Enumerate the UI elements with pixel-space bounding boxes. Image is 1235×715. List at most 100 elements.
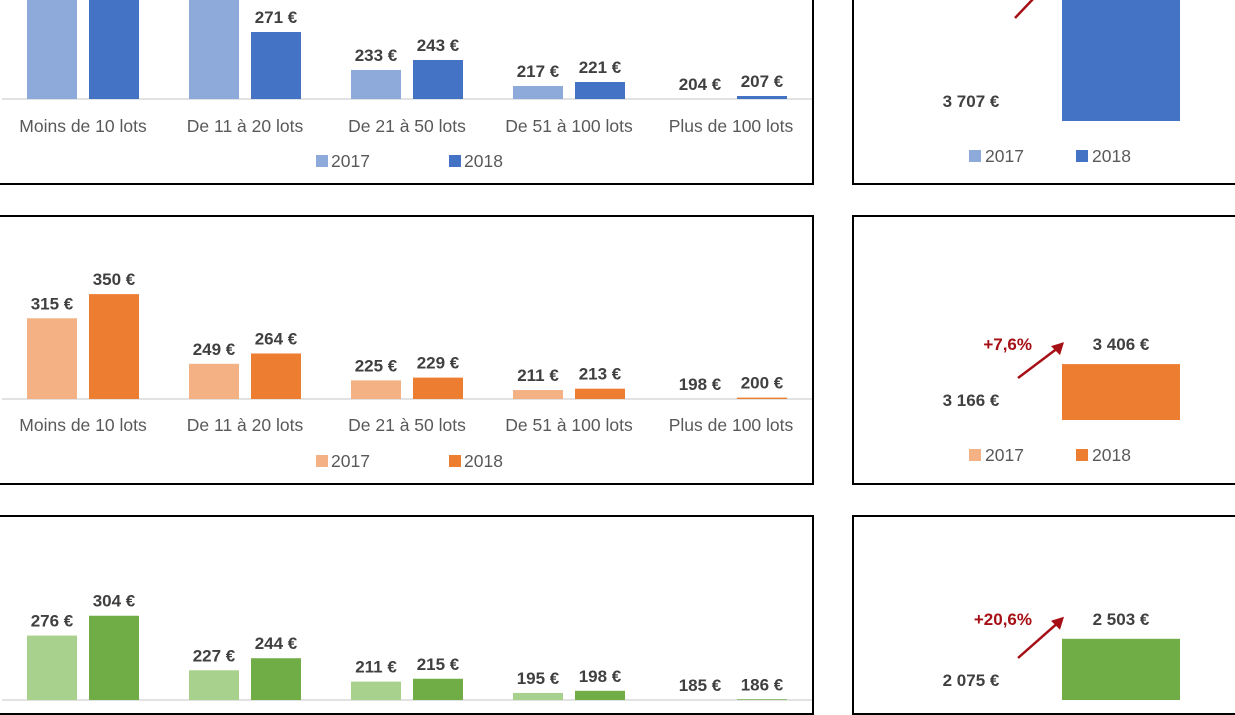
idf-total-change-arrow-icon [1017, 346, 1060, 379]
idf-category-label-2: De 21 à 50 lots [348, 415, 466, 435]
top-bar-2018-2 [413, 60, 463, 99]
idf-bar-2018-4 [737, 397, 787, 399]
bar-chart-idf-total: 3 166 € 3 406 € +7,6% 2017 2018 [943, 335, 1180, 465]
idf-data-label-2018-4: 200 € [741, 374, 784, 393]
lyon-total-change-arrow-icon [1017, 620, 1060, 659]
lyon-total-data-label-2018: 2 503 € [1093, 610, 1150, 629]
top-bar-2017-1 [189, 0, 239, 99]
top-legend-label-2017: 2017 [331, 151, 370, 171]
idf-bar-2018-0 [89, 294, 139, 399]
top-total-change-arrow-icon [1014, 0, 1034, 19]
lyon-bar-2018-4 [737, 699, 787, 700]
idf-legend-swatch-2018 [449, 455, 461, 467]
lyon-data-label-2018-4: 186 € [741, 675, 784, 694]
idf-bar-2017-2 [351, 380, 401, 399]
lyon-total-change-label: +20,6% [974, 610, 1032, 629]
top-legend-swatch-2017 [316, 155, 328, 167]
idf-bar-2017-0 [27, 318, 77, 399]
idf-legend-label-2018: 2018 [464, 451, 503, 471]
top-bar-2017-0 [27, 0, 77, 99]
lyon-bar-2018-0 [89, 615, 139, 700]
bar-chart-lyon-total: 2 075 € 2 503 € +20,6% [943, 610, 1180, 700]
lyon-data-label-2017-3: 195 € [517, 669, 560, 688]
top-total-legend-swatch-2018 [1076, 150, 1088, 162]
top-data-label-2018-2: 243 € [417, 36, 460, 55]
idf-data-label-2017-1: 249 € [193, 340, 236, 359]
top-bar-2018-4 [737, 96, 787, 99]
top-bar-2018-0 [89, 0, 139, 99]
top-legend-label-2018: 2018 [464, 151, 503, 171]
idf-bar-2017-1 [189, 363, 239, 399]
lyon-total-bar-2018 [1062, 638, 1180, 700]
idf-total-data-label-2017: 3 166 € [943, 391, 1000, 410]
idf-bar-2017-3 [513, 390, 563, 399]
top-data-label-2018-4: 207 € [741, 72, 784, 91]
idf-category-label-0: Moins de 10 lots [19, 415, 147, 435]
top-data-label-2017-3: 217 € [517, 62, 560, 81]
top-total-bar-2018 [1062, 0, 1180, 121]
top-data-label-2017-2: 233 € [355, 46, 398, 65]
idf-total-legend-label-2017: 2017 [985, 445, 1024, 465]
idf-data-label-2018-1: 264 € [255, 329, 298, 348]
idf-total-change-label: +7,6% [983, 335, 1032, 354]
idf-data-label-2017-4: 198 € [679, 375, 722, 394]
idf-category-label-4: Plus de 100 lots [669, 415, 794, 435]
lyon-bar-2018-1 [251, 658, 301, 700]
idf-category-label-3: De 51 à 100 lots [505, 415, 633, 435]
lyon-bar-2017-0 [27, 635, 77, 700]
chart-title-lyon: LYON [377, 521, 435, 544]
lyon-total-change-arrow-head-icon [1051, 616, 1064, 630]
chart-title-lyon-total: LYON [1016, 521, 1075, 544]
top-category-label-3: De 51 à 100 lots [505, 116, 633, 136]
top-bar-2017-2 [351, 70, 401, 99]
idf-bar-2018-1 [251, 353, 301, 399]
idf-legend-swatch-2017 [316, 455, 328, 467]
idf-total-legend-label-2018: 2018 [1092, 445, 1131, 465]
chart-title-idf-total: ILE-DE-FRANCE HORS PARIS [893, 221, 1198, 244]
top-category-label-0: Moins de 10 lots [19, 116, 147, 136]
bar-chart-top-right: 3 707 € 2017 2018 [943, 0, 1180, 166]
idf-total-data-label-2018: 3 406 € [1093, 335, 1150, 354]
lyon-data-label-2017-2: 211 € [355, 658, 397, 677]
top-data-label-2017-4: 204 € [679, 75, 722, 94]
idf-data-label-2018-0: 350 € [93, 270, 136, 289]
idf-legend-label-2017: 2017 [331, 451, 370, 471]
idf-total-legend-swatch-2018 [1076, 449, 1088, 461]
top-bar-2017-3 [513, 86, 563, 99]
lyon-total-data-label-2017: 2 075 € [943, 671, 1000, 690]
top-data-label-2018-1: 271 € [255, 8, 298, 27]
top-total-data-label-2017: 3 707 € [943, 92, 1000, 111]
bar-chart-top-left: 233 € 217 € 204 € 271 € 243 € 221 € 207 € Moins… [2, 0, 812, 171]
idf-category-label-1: De 11 à 20 lots [187, 415, 304, 435]
idf-data-label-2018-2: 229 € [417, 354, 460, 373]
top-category-label-1: De 11 à 20 lots [187, 116, 304, 136]
top-data-label-2018-3: 221 € [579, 58, 622, 77]
top-legend-swatch-2018 [449, 155, 461, 167]
top-total-legend-label-2017: 2017 [985, 146, 1024, 166]
lyon-data-label-2017-1: 227 € [193, 646, 236, 665]
top-bar-2018-3 [575, 82, 625, 99]
chart-title-idf: ILE-DE-FRANCE HORS PARIS [254, 221, 558, 244]
top-total-legend-label-2018: 2018 [1092, 146, 1131, 166]
lyon-data-label-2018-0: 304 € [93, 592, 136, 611]
idf-total-legend-swatch-2017 [969, 449, 981, 461]
lyon-data-label-2017-0: 276 € [31, 612, 74, 631]
top-total-legend-swatch-2017 [969, 150, 981, 162]
idf-total-bar-2018 [1062, 364, 1180, 420]
idf-data-label-2018-3: 213 € [579, 365, 622, 384]
idf-bar-2018-3 [575, 388, 625, 399]
idf-data-label-2017-2: 225 € [355, 356, 398, 375]
lyon-data-label-2018-3: 198 € [579, 667, 622, 686]
top-bar-2018-1 [251, 32, 301, 99]
idf-total-change-arrow-head-icon [1051, 342, 1064, 356]
top-category-label-4: Plus de 100 lots [669, 116, 794, 136]
idf-data-label-2017-3: 211 € [517, 366, 559, 385]
lyon-data-label-2018-1: 244 € [255, 634, 298, 653]
chart-panel-idf-total [852, 215, 1235, 485]
idf-data-label-2017-0: 315 € [31, 294, 74, 313]
idf-bar-2018-2 [413, 377, 463, 399]
lyon-data-label-2017-4: 185 € [679, 676, 722, 695]
lyon-data-label-2018-2: 215 € [417, 655, 460, 674]
top-category-label-2: De 21 à 50 lots [348, 116, 466, 136]
bar-chart-idf: 315 € 249 € 225 € 211 € 198 € 350 € 264 € 229 €… [2, 270, 812, 471]
